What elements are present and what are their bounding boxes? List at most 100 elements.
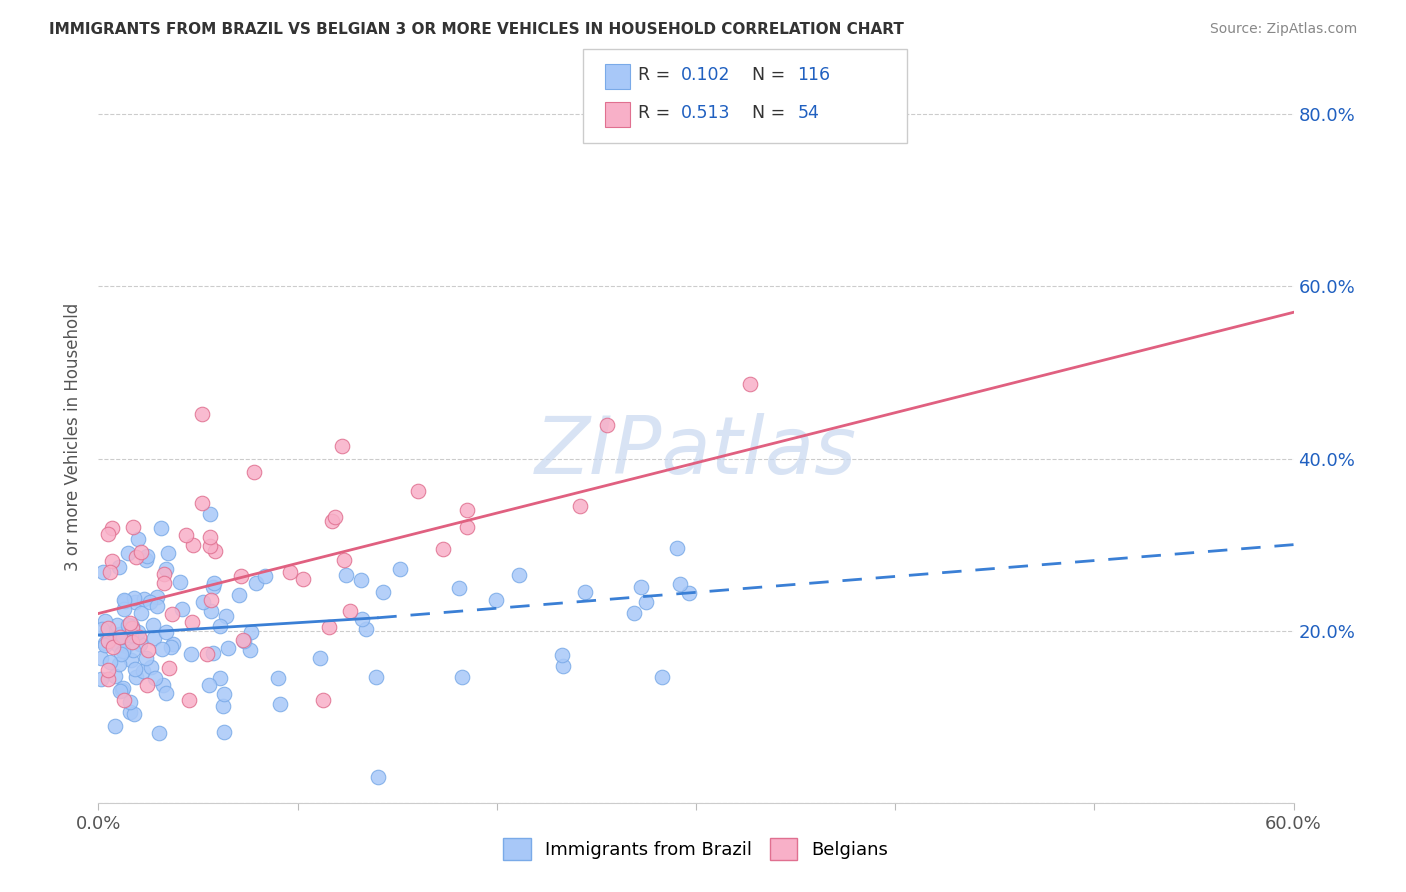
Point xyxy=(97,672,120,686)
Point xyxy=(269,697,291,711)
Point xyxy=(129,606,152,620)
Point xyxy=(142,631,165,645)
Text: R =: R = xyxy=(638,66,676,84)
Point xyxy=(157,546,180,560)
Point xyxy=(335,568,357,582)
Point xyxy=(243,465,266,479)
Point xyxy=(209,672,232,686)
Point xyxy=(101,553,124,567)
Point xyxy=(451,670,474,684)
Point xyxy=(108,560,131,574)
Point xyxy=(132,664,155,678)
Point xyxy=(180,615,202,629)
Point xyxy=(354,622,377,636)
Point xyxy=(232,632,254,647)
Point xyxy=(155,686,177,700)
Point xyxy=(127,532,149,546)
Point xyxy=(97,633,120,648)
Text: N =: N = xyxy=(752,66,792,84)
Point xyxy=(111,682,134,697)
Point xyxy=(117,618,139,632)
Point xyxy=(321,514,343,528)
Point xyxy=(212,698,235,713)
Point xyxy=(309,650,332,665)
Point xyxy=(170,602,193,616)
Point xyxy=(112,692,135,706)
Point xyxy=(135,650,157,665)
Point xyxy=(122,520,145,534)
Point xyxy=(125,550,148,565)
Point xyxy=(229,568,252,582)
Point xyxy=(152,641,174,656)
Point xyxy=(195,648,218,662)
Point xyxy=(157,661,180,675)
Point xyxy=(200,539,222,553)
Point xyxy=(162,607,184,621)
Point xyxy=(112,593,135,607)
Point xyxy=(90,673,112,687)
Point xyxy=(174,528,197,542)
Text: 0.513: 0.513 xyxy=(681,104,730,122)
Point xyxy=(204,544,226,558)
Point xyxy=(146,599,169,613)
Point xyxy=(112,644,135,658)
Point xyxy=(665,541,688,556)
Point xyxy=(388,562,411,576)
Y-axis label: 3 or more Vehicles in Household: 3 or more Vehicles in Household xyxy=(65,303,83,571)
Point xyxy=(596,417,619,432)
Text: ZIPatlas: ZIPatlas xyxy=(534,413,858,491)
Point xyxy=(143,671,166,685)
Point xyxy=(634,595,657,609)
Point xyxy=(323,509,346,524)
Text: 0.102: 0.102 xyxy=(681,66,730,84)
Point xyxy=(669,577,692,591)
Point xyxy=(152,678,174,692)
Point xyxy=(432,541,454,556)
Point xyxy=(312,692,335,706)
Point xyxy=(104,669,127,683)
Point xyxy=(90,622,112,636)
Point xyxy=(738,377,761,392)
Point xyxy=(110,648,132,662)
Point xyxy=(124,662,146,676)
Point xyxy=(135,553,157,567)
Point xyxy=(136,549,159,564)
Point xyxy=(101,521,124,535)
Point xyxy=(121,621,143,635)
Point xyxy=(406,483,429,498)
Point xyxy=(574,585,596,599)
Point xyxy=(183,538,205,552)
Point xyxy=(366,670,388,684)
Point xyxy=(127,625,149,640)
Point xyxy=(153,575,176,590)
Point xyxy=(98,655,121,669)
Point xyxy=(93,614,115,628)
Point xyxy=(233,634,256,648)
Point xyxy=(568,499,591,513)
Point xyxy=(212,724,235,739)
Point xyxy=(122,707,145,722)
Point xyxy=(551,658,574,673)
Point xyxy=(111,681,134,695)
Point xyxy=(117,546,139,560)
Point xyxy=(228,588,250,602)
Point xyxy=(278,566,301,580)
Point xyxy=(333,553,356,567)
Point xyxy=(97,527,120,541)
Point xyxy=(254,568,277,582)
Point xyxy=(124,591,146,605)
Point xyxy=(191,595,214,609)
Point xyxy=(105,617,128,632)
Point xyxy=(120,616,142,631)
Point xyxy=(217,640,239,655)
Point xyxy=(142,617,165,632)
Point xyxy=(118,622,141,636)
Point xyxy=(155,624,177,639)
Point xyxy=(90,650,112,665)
Point xyxy=(128,637,150,651)
Point xyxy=(121,634,143,648)
Point xyxy=(108,657,131,672)
Text: R =: R = xyxy=(638,104,676,122)
Point xyxy=(202,646,225,660)
Point xyxy=(204,576,226,591)
